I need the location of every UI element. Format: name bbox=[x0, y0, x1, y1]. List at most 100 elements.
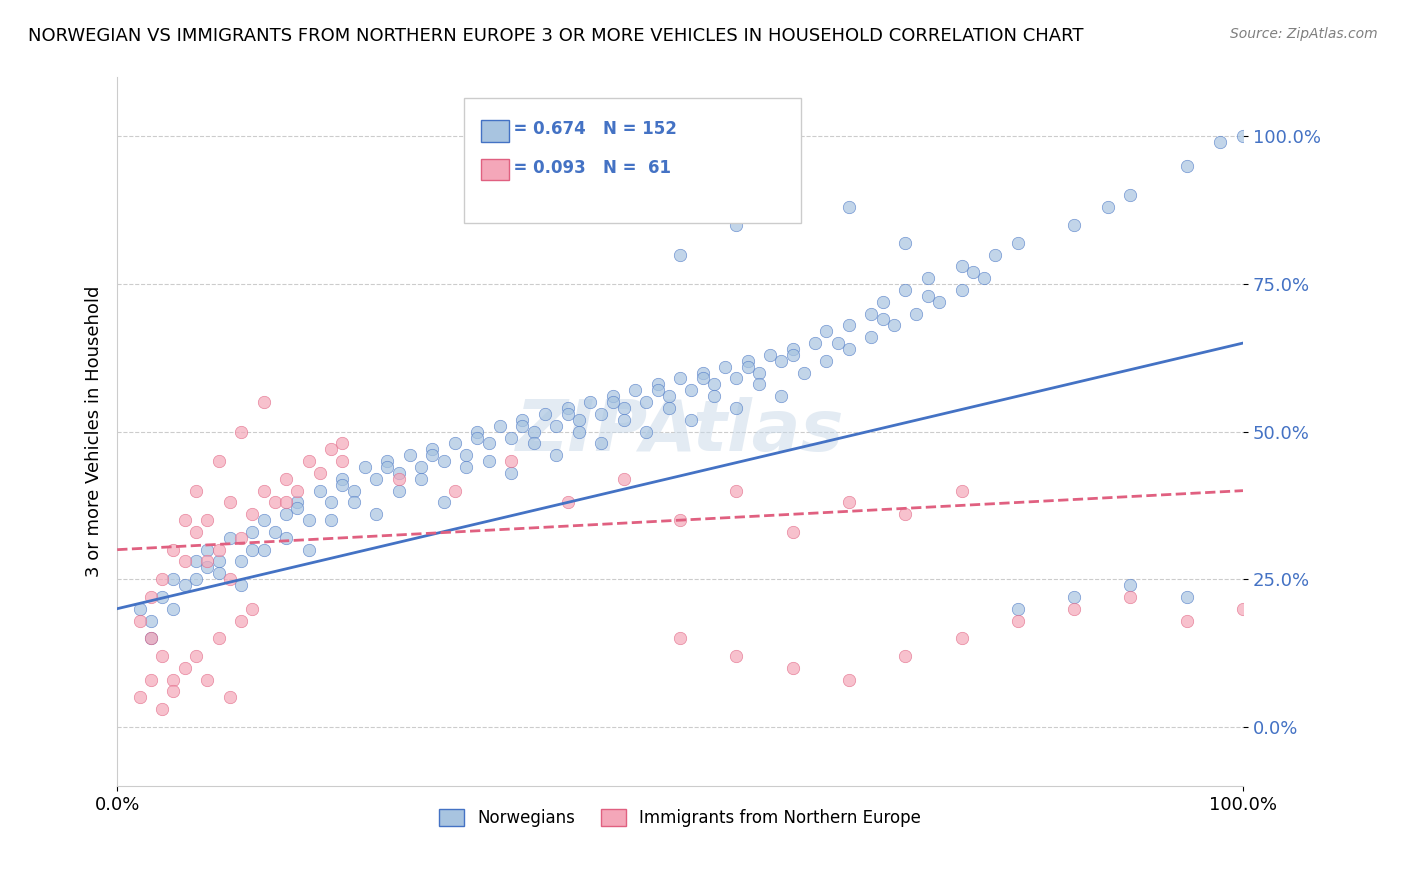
Point bbox=[692, 371, 714, 385]
Legend: Norwegians, Immigrants from Northern Europe: Norwegians, Immigrants from Northern Eur… bbox=[433, 803, 928, 834]
Point bbox=[422, 442, 444, 457]
Point bbox=[274, 508, 297, 522]
Point bbox=[240, 542, 263, 557]
Point bbox=[285, 495, 308, 509]
Point bbox=[478, 454, 501, 468]
Point bbox=[162, 684, 184, 698]
Point bbox=[195, 673, 218, 687]
Point bbox=[240, 508, 263, 522]
Point bbox=[681, 384, 703, 398]
Point bbox=[377, 460, 399, 475]
Point bbox=[240, 524, 263, 539]
Point bbox=[342, 483, 364, 498]
Point bbox=[229, 554, 252, 568]
Point bbox=[184, 648, 207, 663]
Point bbox=[297, 454, 319, 468]
Point bbox=[1063, 218, 1085, 232]
Point bbox=[330, 472, 353, 486]
Point bbox=[274, 495, 297, 509]
Point bbox=[917, 271, 939, 285]
Point bbox=[1175, 159, 1198, 173]
Point bbox=[770, 389, 793, 403]
Point bbox=[1209, 136, 1232, 150]
Point bbox=[218, 495, 240, 509]
Point bbox=[330, 454, 353, 468]
Point bbox=[568, 425, 591, 439]
Point bbox=[1232, 129, 1254, 144]
Point bbox=[150, 590, 173, 604]
Point bbox=[184, 524, 207, 539]
Point bbox=[252, 395, 274, 409]
Point bbox=[613, 472, 636, 486]
Point bbox=[624, 384, 647, 398]
Point bbox=[173, 513, 195, 527]
Point bbox=[444, 436, 467, 450]
Point bbox=[883, 318, 905, 333]
Point bbox=[568, 413, 591, 427]
Point bbox=[366, 472, 388, 486]
Point bbox=[456, 448, 478, 462]
Point bbox=[1175, 590, 1198, 604]
Point bbox=[523, 425, 546, 439]
Point bbox=[139, 673, 162, 687]
Point bbox=[173, 554, 195, 568]
Point bbox=[692, 366, 714, 380]
Point bbox=[725, 218, 748, 232]
Point bbox=[534, 407, 557, 421]
Text: ZIPAtlas: ZIPAtlas bbox=[516, 397, 845, 467]
Point bbox=[319, 495, 342, 509]
Point bbox=[725, 648, 748, 663]
Point bbox=[467, 430, 489, 444]
Point bbox=[207, 631, 229, 645]
Point bbox=[613, 401, 636, 415]
Point bbox=[793, 366, 815, 380]
Point bbox=[218, 531, 240, 545]
Point bbox=[229, 425, 252, 439]
Point bbox=[330, 436, 353, 450]
Point bbox=[184, 483, 207, 498]
Point bbox=[860, 307, 883, 321]
Point bbox=[252, 542, 274, 557]
Point bbox=[748, 377, 770, 392]
Point bbox=[162, 673, 184, 687]
Point bbox=[263, 495, 285, 509]
Point bbox=[950, 631, 973, 645]
Point bbox=[838, 318, 860, 333]
Point bbox=[1063, 601, 1085, 615]
Point bbox=[512, 413, 534, 427]
Point bbox=[928, 294, 950, 309]
Point bbox=[285, 501, 308, 516]
Point bbox=[703, 377, 725, 392]
Point bbox=[669, 247, 692, 261]
Point bbox=[456, 460, 478, 475]
Point bbox=[218, 690, 240, 705]
Point bbox=[838, 495, 860, 509]
Point bbox=[782, 524, 804, 539]
Point bbox=[962, 265, 984, 279]
Point bbox=[388, 466, 411, 480]
Point bbox=[207, 542, 229, 557]
Point bbox=[139, 614, 162, 628]
Point bbox=[1007, 614, 1029, 628]
Point bbox=[195, 542, 218, 557]
Point bbox=[782, 661, 804, 675]
Point bbox=[240, 601, 263, 615]
Point bbox=[184, 554, 207, 568]
Point bbox=[714, 359, 737, 374]
Point bbox=[1119, 188, 1142, 202]
Point bbox=[342, 495, 364, 509]
Point bbox=[950, 483, 973, 498]
Point bbox=[207, 554, 229, 568]
Point bbox=[308, 466, 330, 480]
Point bbox=[139, 590, 162, 604]
Point bbox=[770, 353, 793, 368]
Point bbox=[139, 631, 162, 645]
Point bbox=[1175, 614, 1198, 628]
Point bbox=[388, 472, 411, 486]
Point bbox=[433, 495, 456, 509]
Point bbox=[252, 513, 274, 527]
Point bbox=[725, 483, 748, 498]
Point bbox=[905, 307, 928, 321]
Point bbox=[388, 483, 411, 498]
Point bbox=[782, 348, 804, 362]
